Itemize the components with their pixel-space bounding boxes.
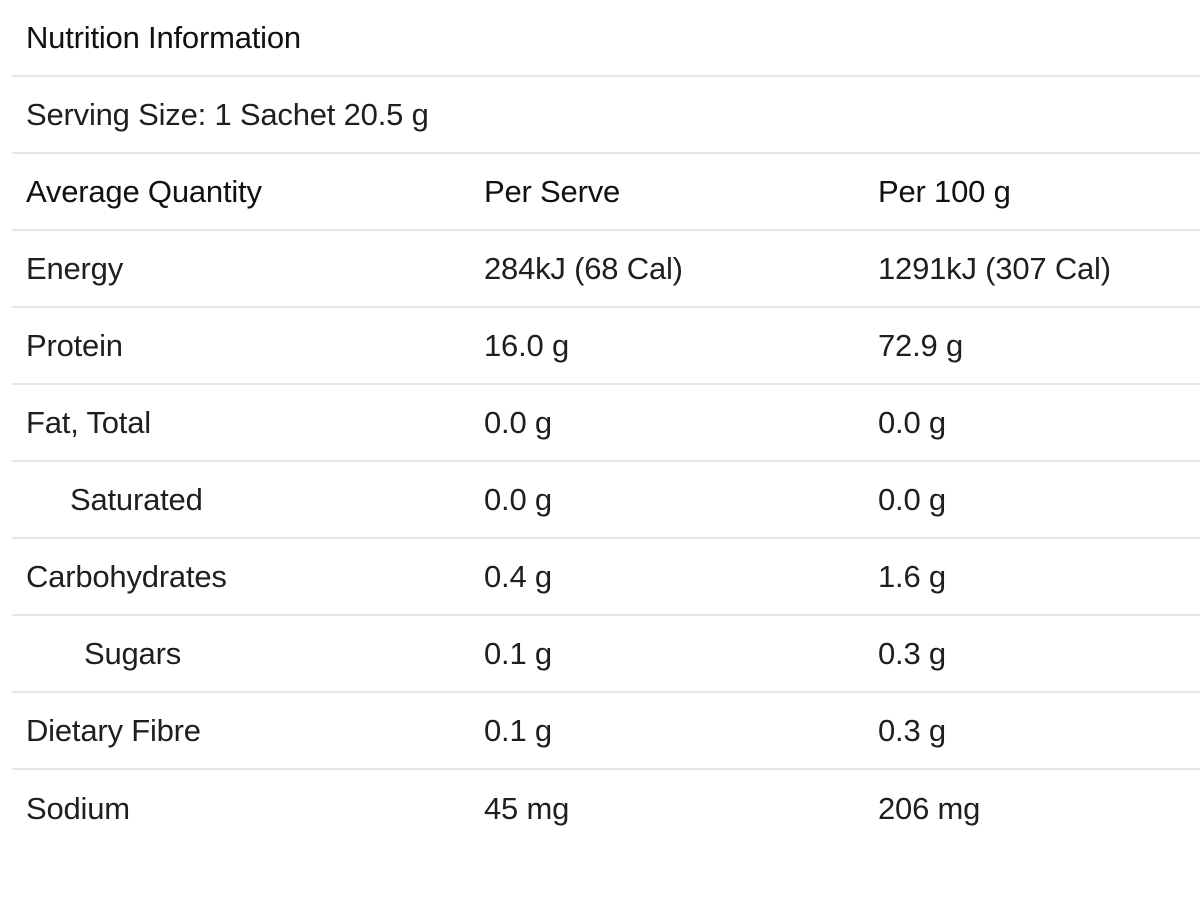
table-row-fat-total: Fat, Total 0.0 g 0.0 g [12,385,1200,462]
row-label: Energy [26,250,124,286]
per-100g-value: 0.0 g [878,404,946,440]
row-label: Sugars [84,635,182,671]
per-serve-value: 0.4 g [484,558,552,594]
table-row-dietary-fibre: Dietary Fibre 0.1 g 0.3 g [12,693,1200,770]
table-row-carbohydrates: Carbohydrates 0.4 g 1.6 g [12,539,1200,616]
per-100g-value: 1291kJ (307 Cal) [878,250,1111,286]
per-serve-value: 0.1 g [484,635,552,671]
per-serve-value: 45 mg [484,790,570,826]
per-serve-value: 284kJ (68 Cal) [484,250,683,286]
serving-size: Serving Size: 1 Sachet 20.5 g [26,96,429,132]
nutrition-table: Nutrition Information Serving Size: 1 Sa… [12,0,1200,847]
column-header-per-100g: Per 100 g [878,173,1011,209]
table-header-row: Average Quantity Per Serve Per 100 g [12,154,1200,231]
column-header-average-quantity: Average Quantity [26,173,262,209]
table-title-row: Nutrition Information [12,0,1200,77]
per-100g-value: 0.0 g [878,481,946,517]
row-label: Saturated [70,481,203,517]
per-serve-value: 16.0 g [484,327,569,363]
row-label: Carbohydrates [26,558,227,594]
per-serve-value: 0.1 g [484,712,552,748]
per-100g-value: 0.3 g [878,635,946,671]
per-100g-value: 0.3 g [878,712,946,748]
row-label: Fat, Total [26,404,151,440]
row-label: Sodium [26,790,130,826]
table-row-protein: Protein 16.0 g 72.9 g [12,308,1200,385]
per-100g-value: 1.6 g [878,558,946,594]
table-row-saturated: Saturated 0.0 g 0.0 g [12,462,1200,539]
row-label: Dietary Fibre [26,712,201,748]
table-row-sugars: Sugars 0.1 g 0.3 g [12,616,1200,693]
row-label: Protein [26,327,123,363]
per-serve-value: 0.0 g [484,404,552,440]
table-row-sodium: Sodium 45 mg 206 mg [12,770,1200,847]
column-header-per-serve: Per Serve [484,173,621,209]
table-title: Nutrition Information [26,19,301,55]
table-row-energy: Energy 284kJ (68 Cal) 1291kJ (307 Cal) [12,231,1200,308]
per-100g-value: 72.9 g [878,327,963,363]
serving-size-row: Serving Size: 1 Sachet 20.5 g [12,77,1200,154]
per-100g-value: 206 mg [878,790,981,826]
per-serve-value: 0.0 g [484,481,552,517]
